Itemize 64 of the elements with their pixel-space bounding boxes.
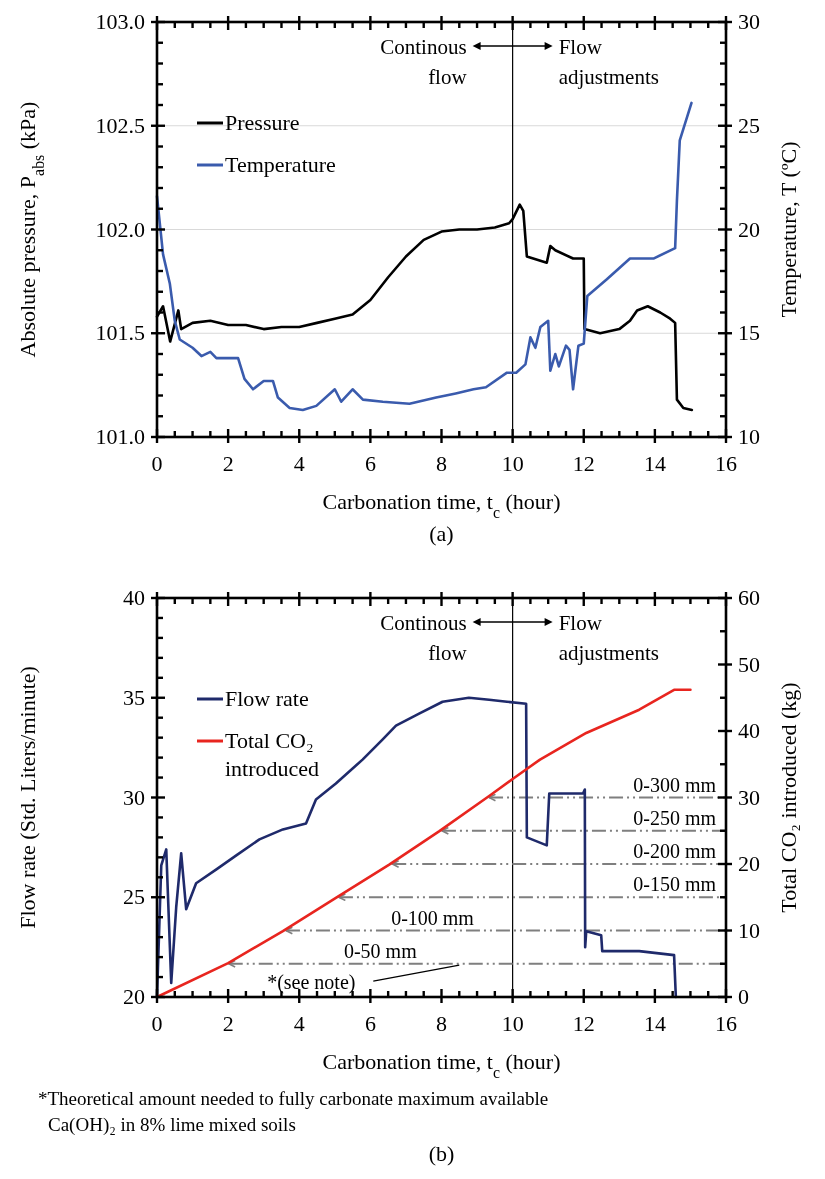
y2-tick-label: 10 [738, 424, 760, 449]
text: *Theoretical amount needed to fully carbonate maximum available Ca(OH)₂ in 8% lime mixed soils [38, 1088, 549, 1136]
x-tick-label: 0 [151, 1011, 163, 1036]
annotation: Continous flow [380, 611, 468, 665]
ref-line-label: 0-50 mm [343, 939, 418, 962]
y-tick-label: 30 [123, 784, 145, 810]
x-tick-label: 0 [151, 451, 163, 476]
y2-tick-label: 10 [738, 917, 760, 943]
y2-tick-label: 30 [738, 784, 760, 810]
y-tick-label: 101.0 [95, 424, 145, 449]
legend-label: Pressure [225, 110, 300, 135]
y-axis-title: Flow rate (Std. Liters/minute) [15, 666, 40, 929]
y2-tick-label: 25 [738, 112, 760, 138]
x-tick-label: 10 [501, 1011, 524, 1036]
annotation: Flow adjustments [558, 611, 659, 665]
y-tick-label: 101.5 [95, 320, 145, 346]
y-tick-label: 102.0 [95, 216, 145, 242]
x-axis-title: Carbonation time, t$_{c}$ (hour) [322, 1049, 561, 1081]
y-tick-label: 20 [123, 984, 145, 1009]
y-tick-label: 25 [123, 884, 145, 910]
x-tick-label: 8 [436, 451, 447, 476]
annotation: Continous flow [380, 35, 468, 89]
x-tick-label: 6 [364, 451, 376, 476]
line-series [155, 101, 693, 412]
y2-axis-title: Temperature, T (ºC) [776, 141, 801, 318]
y2-tick-label: 30 [738, 9, 760, 34]
y2-axis-title: Total CO₂ introduced (kg) [776, 682, 801, 913]
legend-label: Total CO₂ introduced [225, 728, 320, 781]
x-tick-label: 2 [222, 1011, 234, 1036]
text: (a) [429, 521, 454, 546]
x-tick-label: 8 [436, 1011, 447, 1036]
x-tick-label: 16 [715, 1011, 737, 1036]
annotation: *(see note) [267, 971, 356, 995]
legend-label: Flow rate [225, 686, 309, 711]
y2-tick-label: 15 [738, 320, 760, 346]
x-tick-label: 14 [643, 1011, 666, 1036]
x-tick-label: 2 [222, 451, 234, 476]
ref-line-label: 0-100 mm [391, 906, 475, 929]
y2-tick-label: 40 [738, 718, 760, 743]
x-tick-label: 12 [572, 451, 595, 476]
ref-line-label: 0-200 mm [633, 840, 717, 862]
x-tick-label: 14 [643, 451, 666, 476]
y2-tick-label: 20 [738, 216, 760, 242]
x-tick-label: 10 [501, 451, 524, 476]
ref-line-label: 0-250 mm [633, 806, 717, 829]
y2-tick-label: 50 [738, 651, 760, 677]
y-tick-label: 103.0 [95, 9, 145, 34]
x-axis-title: Carbonation time, t$_{c}$ (hour) [322, 489, 561, 521]
y2-tick-label: 0 [738, 984, 749, 1009]
ref-line-label: 0-150 mm [633, 873, 717, 896]
y2-tick-label: 60 [738, 585, 760, 610]
legend-label: Temperature [225, 152, 336, 177]
x-tick-label: 4 [293, 1011, 305, 1036]
ref-line-label: 0-300 mm [633, 773, 717, 796]
x-tick-label: 4 [293, 451, 305, 476]
y-tick-label: 40 [123, 585, 145, 610]
annotation: Flow adjustments [558, 35, 659, 89]
x-tick-label: 12 [572, 1011, 595, 1036]
y-tick-label: 35 [123, 684, 145, 710]
y2-tick-label: 20 [738, 851, 760, 876]
x-tick-label: 16 [715, 451, 737, 476]
x-tick-label: 6 [364, 1011, 376, 1036]
text: (b) [428, 1141, 455, 1166]
y-tick-label: 102.5 [95, 112, 145, 138]
